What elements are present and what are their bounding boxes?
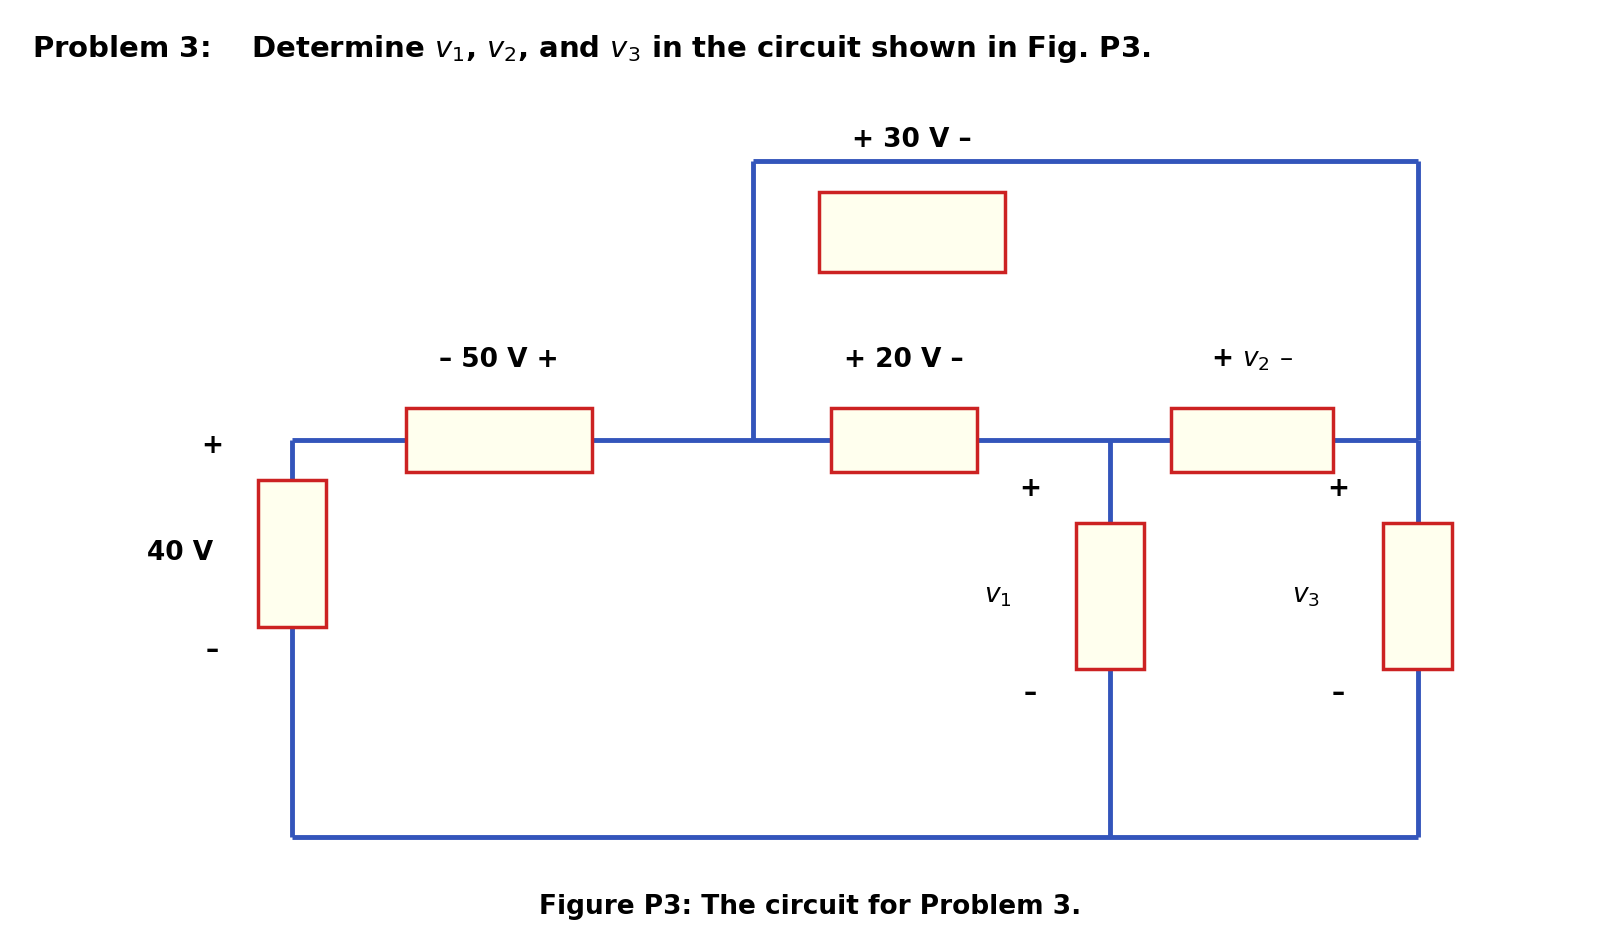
Bar [818, 191, 1004, 272]
Text: –: – [206, 639, 219, 664]
Text: $v_3$: $v_3$ [1291, 583, 1320, 609]
Text: + 30 V –: + 30 V – [852, 127, 972, 152]
Text: $v_1$: $v_1$ [983, 583, 1012, 609]
Text: + 20 V –: + 20 V – [844, 347, 964, 374]
Bar [1383, 522, 1452, 670]
Text: Problem 3:    Determine $v_1$, $v_2$, and $v_3$ in the circuit shown in Fig. P3.: Problem 3: Determine $v_1$, $v_2$, and $… [32, 33, 1150, 65]
Text: +: + [201, 433, 224, 460]
Bar [258, 481, 326, 627]
Bar [1076, 522, 1144, 670]
Text: 40 V: 40 V [147, 540, 212, 567]
Text: Figure P3: The circuit for Problem 3.: Figure P3: The circuit for Problem 3. [539, 894, 1081, 920]
Bar [831, 408, 977, 472]
Text: –: – [1024, 681, 1037, 707]
Bar [405, 408, 593, 472]
Text: + $v_2$ –: + $v_2$ – [1212, 347, 1293, 374]
Text: – 50 V +: – 50 V + [439, 347, 559, 374]
Text: –: – [1332, 681, 1345, 707]
Text: +: + [1019, 476, 1042, 501]
Bar [1171, 408, 1333, 472]
Text: +: + [1327, 476, 1349, 501]
